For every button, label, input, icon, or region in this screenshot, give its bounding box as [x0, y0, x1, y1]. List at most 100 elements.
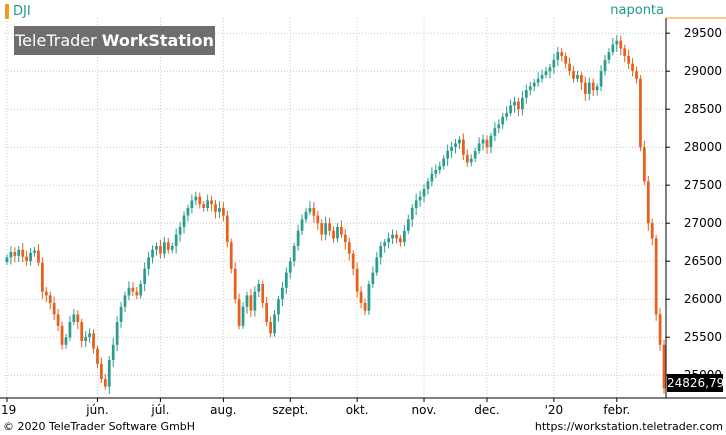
candle-body — [56, 314, 60, 326]
candle-body — [375, 257, 379, 273]
candle-body — [92, 333, 95, 349]
candle-body — [159, 246, 162, 254]
x-tick-label: dec. — [474, 403, 499, 417]
candle-body — [253, 291, 257, 311]
candle-body — [646, 181, 650, 224]
candle-body — [72, 314, 76, 322]
candle-body — [284, 272, 288, 288]
footer-url[interactable]: https://workstation.teletrader.com — [534, 420, 723, 433]
candle-body — [631, 63, 634, 72]
candle-body — [568, 63, 571, 72]
candle-body — [155, 246, 158, 250]
candle-body — [556, 52, 560, 60]
candle-body — [115, 322, 119, 345]
candle-body — [52, 303, 56, 315]
candle-body — [587, 82, 591, 94]
brand-bold: WorkStation — [101, 31, 214, 50]
candle-body — [296, 230, 300, 246]
candle-body — [139, 284, 143, 296]
brand-light: TeleTrader — [15, 31, 102, 50]
candle-body — [410, 208, 414, 220]
candle-body — [627, 56, 630, 64]
candle-body — [414, 200, 418, 208]
y-tick-label: 27500 — [684, 178, 722, 192]
candle-body — [135, 291, 139, 296]
candle-body — [603, 59, 607, 72]
candle-body — [469, 158, 473, 163]
candle-body — [343, 234, 347, 243]
candle-body — [654, 238, 658, 315]
candle-body — [658, 314, 662, 345]
candle-body — [218, 208, 221, 212]
candle-body — [100, 363, 103, 379]
last-price-tag: 24826,79 — [667, 374, 725, 392]
candle-body — [454, 143, 457, 148]
y-tick-label: 29000 — [684, 64, 722, 78]
x-tick-label: szept. — [272, 403, 308, 417]
candle-body — [273, 314, 276, 334]
candle-body — [371, 272, 375, 284]
candle-body — [190, 200, 194, 208]
candle-body — [347, 242, 351, 254]
candle-body — [21, 249, 25, 257]
candle-body — [485, 139, 489, 148]
y-tick-label: 29500 — [684, 26, 722, 40]
candle-body — [127, 287, 131, 296]
candle-body — [367, 284, 371, 311]
candle-body — [48, 295, 52, 303]
candle-body — [379, 246, 383, 258]
candle-body — [572, 71, 575, 79]
candle-body — [564, 56, 568, 64]
candle-body — [9, 252, 13, 258]
candle-body — [517, 101, 520, 110]
candle-body — [194, 196, 198, 201]
candle-body — [560, 52, 564, 56]
candle-body — [206, 200, 210, 208]
candle-body — [418, 196, 422, 201]
candle-body — [332, 230, 335, 239]
candle-body — [281, 287, 284, 300]
candle-body — [402, 230, 406, 243]
candle-body — [324, 223, 328, 235]
candle-body — [214, 204, 217, 212]
candle-body — [536, 78, 540, 83]
period-label[interactable]: naponta — [610, 3, 664, 18]
candle-body — [461, 139, 465, 155]
candle-body — [13, 252, 17, 256]
candle-body — [182, 215, 186, 227]
x-tick-label: okt. — [346, 403, 369, 417]
candle-body — [166, 242, 170, 250]
candle-body — [292, 246, 296, 262]
candle-body — [257, 284, 261, 292]
candle-body — [501, 116, 505, 125]
candle-body — [391, 234, 394, 239]
candle-body — [119, 306, 123, 322]
candle-body — [521, 97, 524, 110]
candles — [5, 35, 666, 395]
candle-body — [434, 170, 438, 174]
candle-body — [662, 344, 666, 389]
candle-body — [249, 295, 253, 311]
candle-body — [107, 360, 111, 387]
candle-body — [509, 105, 512, 113]
candle-body — [524, 90, 528, 98]
candle-body — [33, 250, 36, 253]
brand-logo: TeleTrader WorkStation — [14, 26, 215, 55]
axes: 2500025500260002650027000275002800028500… — [0, 17, 726, 417]
candle-body — [202, 204, 206, 208]
candle-body — [316, 215, 320, 224]
candle-body — [458, 139, 461, 144]
candle-body — [619, 40, 623, 49]
candle-body — [225, 215, 229, 243]
symbol-accent-bar — [5, 4, 9, 19]
candle-body — [438, 166, 442, 170]
candle-body — [103, 379, 107, 387]
candle-body — [304, 211, 308, 220]
candle-body — [221, 208, 225, 216]
candle-body — [25, 256, 29, 262]
y-tick-label: 26500 — [684, 254, 722, 268]
x-tick-label: nov. — [412, 403, 437, 417]
candle-body — [595, 86, 599, 91]
